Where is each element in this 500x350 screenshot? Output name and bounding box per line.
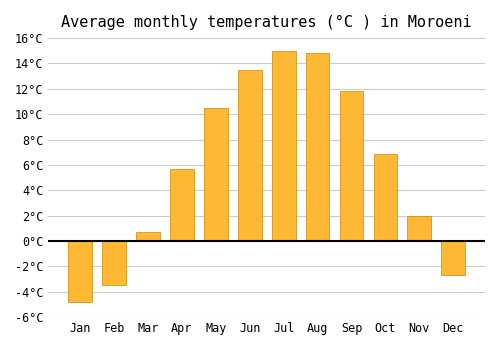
Bar — [442, 241, 465, 275]
Bar — [102, 241, 126, 286]
Bar — [374, 154, 398, 241]
Bar — [306, 53, 330, 241]
Bar — [272, 51, 295, 241]
Title: Average monthly temperatures (°C ) in Moroeni: Average monthly temperatures (°C ) in Mo… — [62, 15, 472, 30]
Bar — [170, 169, 194, 241]
Bar — [238, 70, 262, 241]
Bar — [408, 216, 431, 241]
Bar — [204, 108, 228, 241]
Bar — [68, 241, 92, 302]
Bar — [340, 91, 363, 241]
Bar — [136, 232, 160, 241]
